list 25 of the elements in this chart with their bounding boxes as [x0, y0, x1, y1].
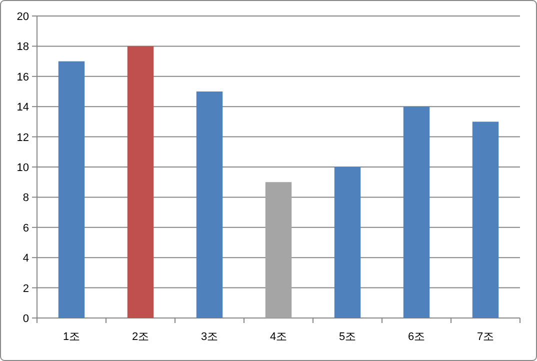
- y-tick-label: 10: [16, 162, 29, 174]
- x-tick-label: 5조: [338, 331, 356, 343]
- x-tick-label: 2조: [132, 331, 150, 343]
- y-tick-label: 12: [16, 132, 29, 144]
- bar: [403, 106, 430, 318]
- y-tick-label: 8: [22, 192, 29, 204]
- y-tick-label: 4: [22, 252, 29, 265]
- x-tick-label: 6조: [408, 331, 426, 343]
- x-tick-label: 3조: [200, 331, 218, 343]
- bar: [196, 92, 223, 318]
- y-tick-label: 16: [16, 71, 29, 84]
- bar: [127, 46, 154, 318]
- x-tick-label: 1조: [62, 331, 80, 343]
- x-tick-label: 4조: [270, 331, 288, 343]
- bar: [265, 182, 292, 318]
- bar: [334, 167, 361, 318]
- y-tick-label: 0: [22, 313, 29, 325]
- y-tick-label: 2: [22, 282, 29, 295]
- y-tick-label: 20: [16, 11, 29, 23]
- x-tick-label: 7조: [476, 331, 494, 343]
- bar: [472, 122, 499, 318]
- bar: [58, 61, 85, 318]
- y-tick-label: 18: [16, 41, 29, 54]
- y-tick-label: 6: [22, 222, 29, 234]
- y-tick-label: 14: [16, 102, 29, 114]
